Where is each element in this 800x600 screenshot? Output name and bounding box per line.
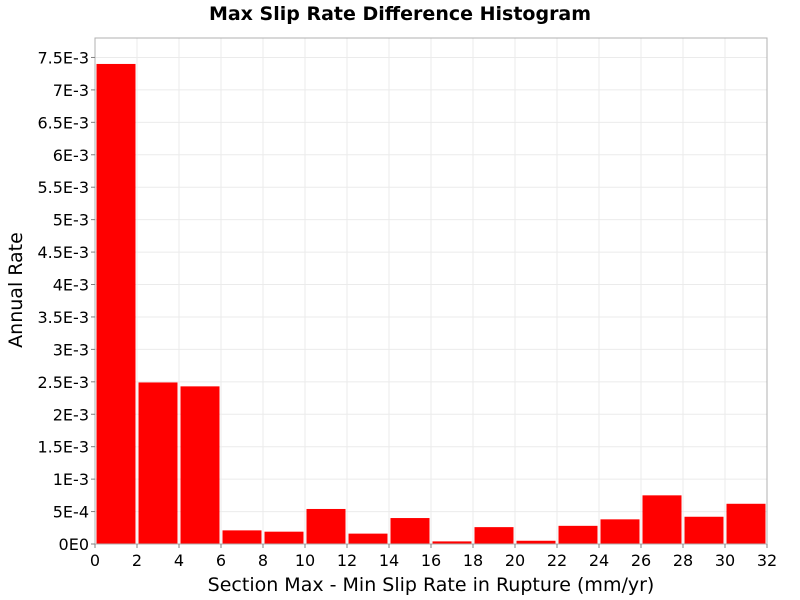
- histogram-bar: [474, 527, 514, 544]
- x-tick-label: 18: [463, 551, 483, 570]
- y-axis-label: Annual Rate: [5, 232, 27, 348]
- x-tick-label: 28: [673, 551, 693, 570]
- chart-title: Max Slip Rate Difference Histogram: [209, 3, 591, 25]
- y-tick-label: 5.5E-3: [37, 178, 89, 197]
- histogram-bar: [516, 540, 556, 544]
- y-tick-label: 4.5E-3: [37, 243, 89, 262]
- histogram-bar: [642, 495, 682, 544]
- x-tick-label: 24: [589, 551, 609, 570]
- histogram-bar: [348, 533, 388, 544]
- y-tick-label: 6.5E-3: [37, 113, 89, 132]
- y-tick-label: 1.5E-3: [37, 438, 89, 457]
- y-tick-label: 5E-4: [53, 503, 89, 522]
- y-tick-label: 1E-3: [53, 470, 89, 489]
- histogram-bar: [180, 386, 220, 544]
- histogram-bar: [432, 541, 472, 544]
- x-tick-label: 14: [379, 551, 399, 570]
- histogram-bar: [264, 531, 304, 544]
- x-tick-label: 16: [421, 551, 441, 570]
- y-tick-label: 7.5E-3: [37, 48, 89, 67]
- y-tick-label: 6E-3: [53, 146, 89, 165]
- x-tick-label: 4: [174, 551, 184, 570]
- x-axis-ticks: 0 2 4 6 8 10 12 14 16 18 20 22 24 26 28 30 32: [90, 544, 777, 570]
- bars-group: [96, 63, 766, 544]
- x-tick-label: 32: [757, 551, 777, 570]
- x-tick-label: 2: [132, 551, 142, 570]
- x-tick-label: 20: [505, 551, 525, 570]
- x-tick-label: 10: [295, 551, 315, 570]
- x-tick-label: 30: [715, 551, 735, 570]
- y-axis-ticks: 0E0 5E-4 1E-3 1.5E-3 2E-3 2.5E-3 3E-3 3.5E-3 4E-…: [37, 48, 95, 554]
- histogram-bar: [558, 525, 598, 544]
- y-tick-label: 7E-3: [53, 81, 89, 100]
- histogram-bar: [726, 503, 766, 544]
- y-tick-label: 2.5E-3: [37, 373, 89, 392]
- histogram-bar: [138, 382, 178, 544]
- x-axis-label: Section Max - Min Slip Rate in Rupture (…: [208, 574, 655, 596]
- x-tick-label: 6: [216, 551, 226, 570]
- x-tick-label: 22: [547, 551, 567, 570]
- y-tick-label: 0E0: [59, 535, 89, 554]
- y-tick-label: 3.5E-3: [37, 308, 89, 327]
- x-tick-label: 26: [631, 551, 651, 570]
- histogram-bar: [600, 519, 640, 544]
- y-tick-label: 3E-3: [53, 340, 89, 359]
- histogram-bar: [222, 530, 262, 544]
- histogram-bar: [390, 518, 430, 544]
- x-tick-label: 12: [337, 551, 357, 570]
- x-tick-label: 8: [258, 551, 268, 570]
- histogram-bar: [96, 63, 136, 544]
- y-tick-label: 5E-3: [53, 211, 89, 230]
- histogram-bar: [684, 516, 724, 544]
- y-tick-label: 2E-3: [53, 405, 89, 424]
- x-tick-label: 0: [90, 551, 100, 570]
- y-tick-label: 4E-3: [53, 276, 89, 295]
- histogram-bar: [306, 508, 346, 544]
